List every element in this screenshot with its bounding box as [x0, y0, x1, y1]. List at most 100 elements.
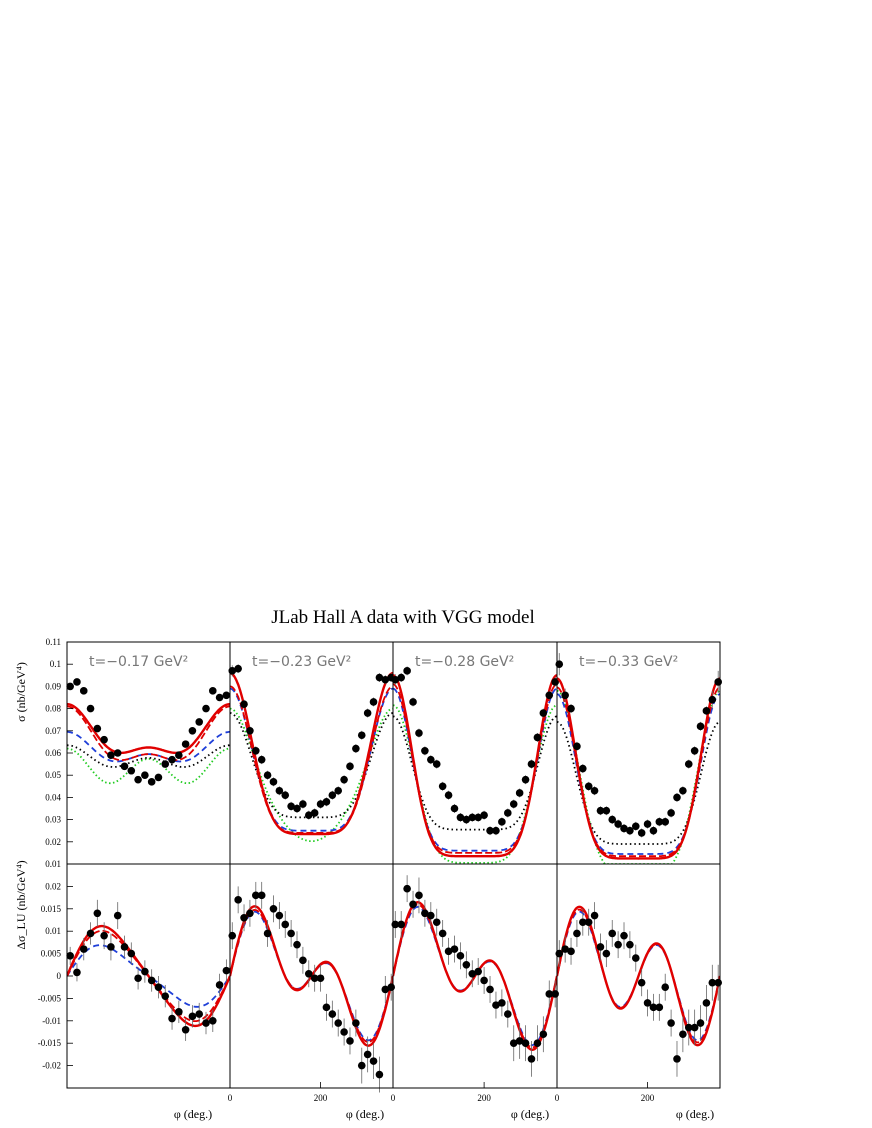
- data-point: [304, 969, 313, 978]
- data-point: [287, 929, 295, 938]
- bottom-panel-2: [228, 863, 395, 1093]
- data-point: [304, 811, 313, 819]
- data-point: [468, 813, 477, 822]
- data-point: [316, 800, 325, 808]
- data-point: [113, 749, 122, 757]
- data-point: [246, 909, 254, 918]
- data-point: [631, 822, 640, 831]
- data-point: [363, 709, 372, 717]
- model-curve-4: [393, 683, 557, 854]
- data-point: [257, 755, 266, 764]
- data-point: [515, 1037, 524, 1045]
- data-point: [684, 1023, 693, 1032]
- data-point: [438, 929, 447, 938]
- curves: [230, 671, 393, 842]
- panel-grid: t=−0.17 GeV² t=−0.23 GeV² t=−0.28 GeV² t=−0…: [38, 637, 722, 1103]
- data-point: [316, 974, 325, 983]
- data-point: [93, 724, 102, 733]
- data-point: [113, 911, 122, 920]
- panel-label: t=−0.28 GeV²: [415, 654, 514, 670]
- data-point: [269, 778, 278, 786]
- data-point: [188, 727, 197, 735]
- data-point: [474, 967, 482, 976]
- data-point: [509, 1039, 518, 1047]
- y-tick-label: 0.07: [45, 726, 61, 736]
- data-point: [299, 956, 307, 965]
- data-point: [120, 762, 129, 771]
- data-point: [175, 1008, 183, 1016]
- data-point: [195, 718, 204, 726]
- data-point: [215, 981, 224, 989]
- data-point: [127, 949, 136, 958]
- model-curve-3: [67, 731, 230, 763]
- data-point: [661, 983, 670, 991]
- data-point: [86, 704, 95, 713]
- curves: [557, 905, 720, 1047]
- data-point: [521, 1039, 530, 1047]
- data-point: [134, 974, 142, 983]
- data-point: [631, 954, 640, 962]
- data-point: [533, 733, 542, 742]
- data-point: [584, 918, 593, 927]
- data-point: [328, 1010, 337, 1018]
- data-point: [240, 913, 248, 922]
- y-tick-label: 0.04: [45, 792, 61, 802]
- data-point: [696, 1019, 705, 1027]
- model-curve-5: [393, 674, 557, 858]
- top-panel-4: t=−0.33 GeV²: [555, 641, 722, 865]
- data-point: [561, 691, 569, 700]
- data-point: [154, 983, 163, 991]
- model-curve-3: [393, 687, 557, 852]
- y-tick-label: 0.05: [45, 770, 61, 780]
- data-point: [195, 1010, 204, 1018]
- data-point: [567, 704, 575, 713]
- data-point: [539, 709, 548, 717]
- data-point: [690, 1023, 699, 1032]
- data-point: [161, 760, 170, 768]
- curves: [67, 924, 230, 1028]
- y-tick-label: 0.01: [45, 859, 61, 869]
- top-panel-3: t=−0.28 GeV²: [391, 641, 559, 865]
- data-point: [141, 771, 149, 779]
- data-point: [147, 976, 156, 985]
- axis-titles: φ (deg.) φ (deg.) φ (deg.) φ (deg.) σ (nb/Ge…: [14, 662, 714, 1121]
- data-point: [334, 1019, 343, 1027]
- data-point: [208, 1017, 217, 1025]
- data-point: [346, 762, 354, 771]
- data-point: [655, 1003, 664, 1012]
- data-point: [551, 990, 559, 998]
- model-curve-2: [230, 712, 393, 819]
- data-point: [154, 773, 163, 782]
- data-point: [438, 782, 447, 791]
- model-curve-4: [67, 705, 230, 761]
- data-point: [696, 722, 705, 731]
- data-point: [168, 1014, 176, 1023]
- data-point: [590, 786, 599, 795]
- data-point: [492, 826, 500, 835]
- y-tick-label: 0.02: [45, 837, 61, 847]
- y-axis-title-top: σ (nb/GeV⁴): [14, 662, 28, 722]
- data-point: [397, 673, 406, 682]
- x-tick-label: 0: [555, 1093, 560, 1103]
- data-point: [444, 947, 453, 956]
- data-point: [147, 778, 156, 786]
- data-point: [432, 760, 441, 768]
- x-axis-title: φ (deg.): [174, 1107, 212, 1121]
- data-point: [175, 751, 183, 760]
- data-point: [567, 947, 575, 956]
- x-axis-title: φ (deg.): [511, 1107, 549, 1121]
- y-tick-label: -0.01: [42, 1016, 61, 1026]
- data-point: [415, 729, 423, 737]
- y-tick-label: 0.005: [41, 949, 62, 959]
- data-point: [222, 691, 231, 700]
- data-point: [579, 764, 587, 773]
- data-point: [100, 735, 108, 744]
- data-point: [181, 740, 190, 748]
- x-tick-label: 200: [314, 1093, 328, 1103]
- data-point: [328, 791, 337, 799]
- panel-label: t=−0.23 GeV²: [252, 654, 351, 670]
- data-point: [322, 798, 331, 806]
- data-point: [708, 978, 717, 987]
- data-point: [450, 945, 459, 953]
- data-point: [127, 766, 136, 775]
